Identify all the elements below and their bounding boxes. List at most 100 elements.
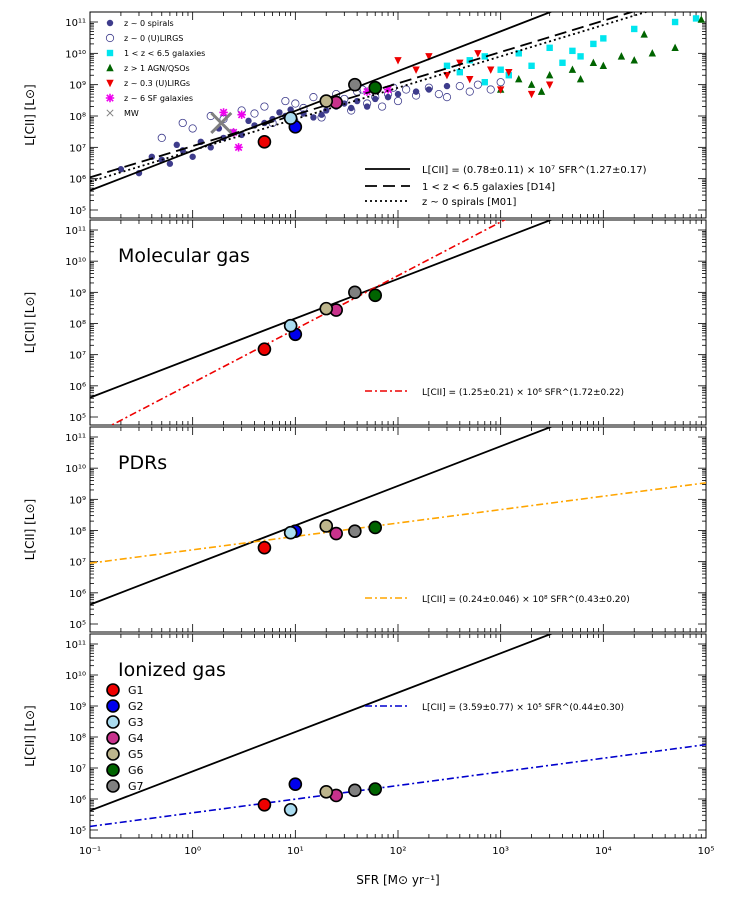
data-point [527,80,536,88]
y-tick-label: 10⁸ [69,733,86,744]
panel-axes-2: 10⁵ 10⁶ 10⁷ 10⁸ 10⁹ 10¹⁰ 10¹¹ L[CII] [L⊙] [23,426,707,633]
y-tick-label: 10¹¹ [65,226,86,237]
data-point [568,65,577,73]
galaxy-point-g6 [368,288,383,303]
legend-marker [106,79,114,88]
legend-label: z ~ 0 (U)LIRGS [124,34,183,43]
galaxy-legend-marker [106,715,120,729]
x-tick-label: 10⁴ [595,846,612,857]
data-point [537,87,546,95]
data-point [631,25,638,33]
galaxy-point-g7 [348,77,362,92]
galaxy-legend-marker [106,747,120,761]
data-point [412,66,420,74]
y-tick-label: 10⁶ [69,589,86,600]
galaxy-point-g5 [319,94,334,108]
y-tick-label: 10⁸ [69,112,86,123]
data-point [486,85,495,94]
data-point [481,53,488,60]
fit-legend-label: L[CII] = (1.25±0.21) × 10⁶ SFR^(1.72±0.2… [422,388,624,398]
y-tick-label: 10⁷ [69,351,86,362]
data-point [310,114,317,121]
data-point [189,153,196,160]
data-point [384,93,392,101]
data-point [291,99,300,108]
data-point [178,118,187,128]
data-point [456,59,464,67]
galaxy-point-g5 [319,785,334,799]
galaxy-point-g7 [348,524,362,538]
panel-title: PDRs [118,452,167,474]
fit-line [90,743,706,828]
data-point [173,141,180,149]
data-point [697,15,706,23]
data-point [363,103,371,110]
data-point [442,93,452,102]
data-point [648,49,657,57]
galaxy-point-g6 [368,782,383,796]
reference-line [90,220,554,399]
galaxy-point-g3 [283,525,298,540]
data-point [362,99,372,108]
data-point [166,160,174,167]
data-point [528,62,535,70]
y-tick-label: 10⁵ [69,206,86,217]
legend-label: z > 1 AGN/QSOs [124,64,190,73]
y-tick-label: 10⁹ [69,81,86,92]
data-point [377,102,387,111]
panel-axes-1: 10⁵ 10⁶ 10⁷ 10⁸ 10⁹ 10¹⁰ 10¹¹ L[CII] [L⊙] [23,219,707,426]
data-point [362,87,372,96]
data-point [425,53,433,61]
y-tick-label: 10⁹ [69,288,86,299]
galaxy-legend-label: G3 [128,716,144,729]
data-point [496,78,505,87]
y-axis-label: L[CII] [L⊙] [23,292,37,353]
data-point [245,117,252,125]
line-legend-label: L[CII] = (0.78±0.11) × 10⁷ SFR^(1.27±0.1… [422,165,647,176]
data-point [237,110,246,119]
y-tick-label: 10⁸ [69,320,86,331]
data-point [117,166,125,173]
data-point [281,96,290,106]
y-tick-label: 10¹⁰ [65,464,86,475]
y-tick-label: 10⁷ [69,143,86,154]
data-point [617,52,626,60]
legend-label: z ~ 0 spirals [124,19,174,28]
data-point [671,18,679,26]
y-tick-label: 10⁵ [69,826,86,837]
panel-title: Molecular gas [118,245,250,267]
x-tick-label: 10¹ [287,846,304,857]
y-tick-label: 10⁹ [69,702,86,713]
legend-marker [106,49,114,57]
data-point [589,58,598,66]
data-point [318,111,325,118]
data-point [559,59,566,66]
galaxy-legend-marker [106,779,120,793]
y-tick-label: 10⁹ [69,495,86,506]
galaxy-legend-label: G5 [128,748,144,761]
galaxy-point-g1 [257,540,272,555]
data-point [473,80,482,89]
x-tick-label: 10⁻¹ [79,846,101,857]
data-point [229,128,238,137]
fit-line [90,482,706,565]
y-tick-label: 10⁸ [69,527,86,538]
data-point [402,85,411,94]
panel-axes-3: 10⁵ 10⁶ 10⁷ 10⁸ 10⁹ 10¹⁰ 10¹¹ 10⁻¹ 10⁰ 10¹ 10² 10³ 1… [23,633,715,857]
line-legend-label: 1 < z < 6.5 galaxies [D14] [422,182,555,193]
data-point [317,113,326,122]
galaxy-point-g5 [319,301,334,316]
legend-marker [105,33,115,43]
galaxy-legend-marker [106,683,120,697]
legend-marker [105,93,115,103]
data-point [481,78,488,86]
data-point [434,89,443,99]
reference-line [90,427,554,606]
data-point [496,86,505,94]
galaxy-legend-label: G2 [128,700,144,713]
x-tick-label: 10⁵ [698,846,715,857]
galaxy-point-g3 [283,318,298,333]
data-point [443,62,451,70]
line-legend-label: z ~ 0 spirals [M01] [422,197,517,208]
